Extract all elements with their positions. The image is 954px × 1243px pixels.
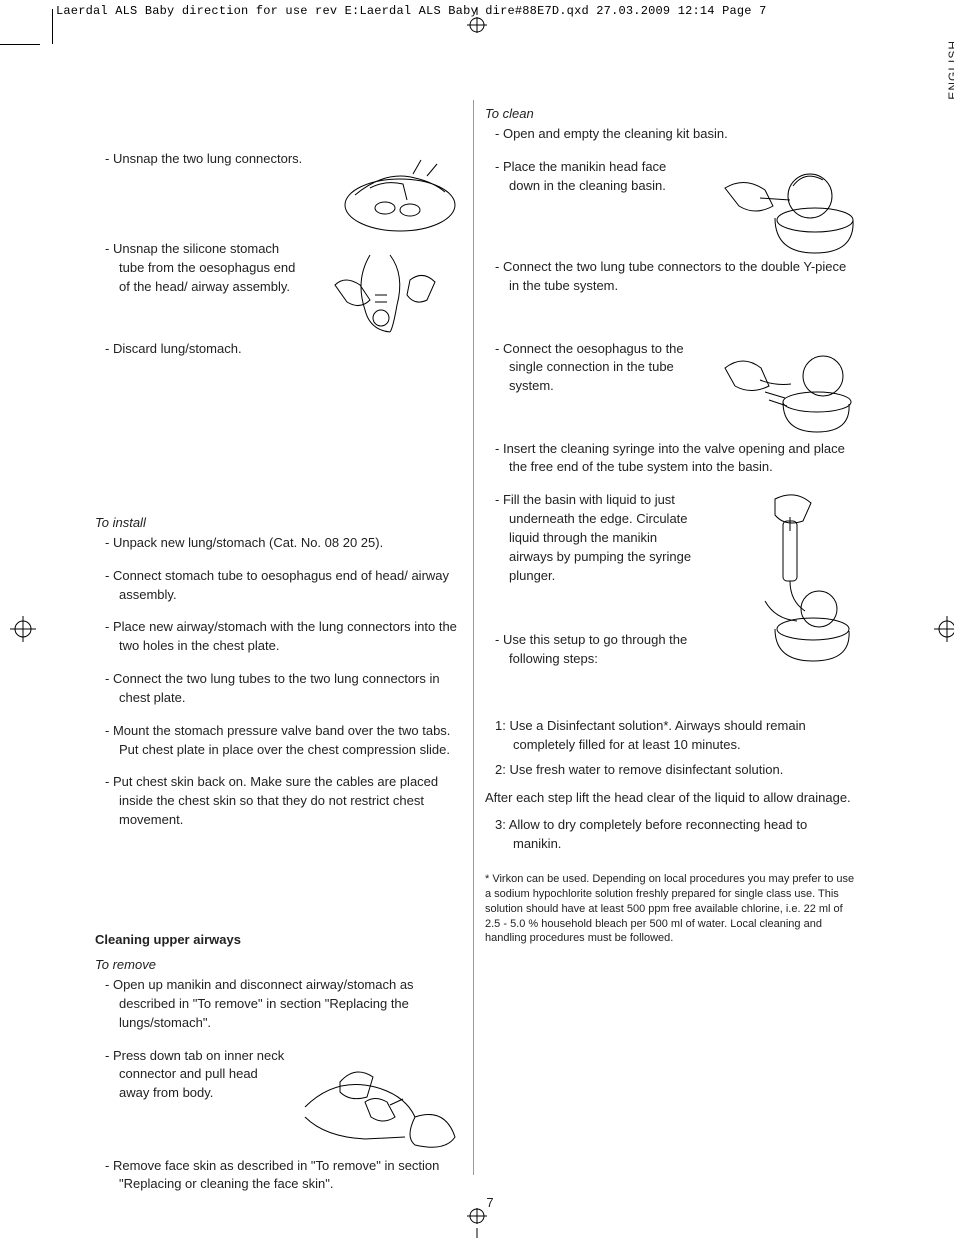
step-text: Connect the oesophagus to the single con… bbox=[485, 340, 697, 397]
left-column: Unsnap the two lung connectors. Unsnap t… bbox=[95, 100, 465, 1208]
step-text: Connect stomach tube to oesophagus end o… bbox=[95, 567, 465, 605]
column-divider bbox=[473, 100, 474, 1175]
section-heading-install: To install bbox=[95, 515, 465, 530]
illustration-unsnap-lung bbox=[315, 150, 465, 240]
step-text: Open and empty the cleaning kit basin. bbox=[485, 125, 855, 144]
numbered-steps-a: 1: Use a Disinfectant solution*. Airways… bbox=[485, 717, 855, 780]
right-column: To clean Open and empty the cleaning kit… bbox=[485, 100, 855, 946]
step-text: Press down tab on inner neck connector a… bbox=[95, 1047, 287, 1104]
step-text: Connect the two lung tubes to the two lu… bbox=[95, 670, 465, 708]
step-text: Unsnap the two lung connectors. bbox=[95, 150, 307, 169]
step-text: Fill the basin with liquid to just under… bbox=[485, 491, 697, 585]
page-number: 7 bbox=[95, 1195, 885, 1210]
step-text: Place the manikin head face down in the … bbox=[485, 158, 697, 196]
footnote-disinfectant: * Virkon can be used. Depending on local… bbox=[485, 872, 855, 946]
step-text: Open up manikin and disconnect airway/st… bbox=[95, 976, 465, 1033]
illustration-head-in-basin bbox=[705, 158, 855, 258]
illustration-remove-head bbox=[295, 1047, 465, 1157]
print-job-header: Laerdal ALS Baby direction for use rev E… bbox=[56, 4, 767, 18]
registration-mark-right bbox=[934, 616, 954, 647]
crop-mark-top bbox=[477, 17, 478, 47]
paragraph-drainage: After each step lift the head clear of t… bbox=[485, 789, 855, 808]
section-heading-cleaning: Cleaning upper airways bbox=[95, 932, 465, 947]
step-text: Unpack new lung/stomach (Cat. No. 08 20 … bbox=[95, 534, 465, 553]
illustration-unsnap-stomach-tube bbox=[315, 240, 465, 340]
step-text: Mount the stomach pressure valve band ov… bbox=[95, 722, 465, 760]
illustration-connect-oesophagus bbox=[705, 340, 855, 440]
numbered-step: 2: Use fresh water to remove disinfectan… bbox=[485, 761, 855, 780]
subheading-remove: To remove bbox=[95, 957, 465, 972]
subheading-clean: To clean bbox=[485, 106, 855, 121]
step-text: Remove face skin as described in "To rem… bbox=[95, 1157, 465, 1195]
page-content: Unsnap the two lung connectors. Unsnap t… bbox=[95, 100, 885, 1210]
step-text: Connect the two lung tube connectors to … bbox=[485, 258, 855, 296]
step-text: Discard lung/stomach. bbox=[95, 340, 465, 359]
step-text: Insert the cleaning syringe into the val… bbox=[485, 440, 855, 478]
step-text: Place new airway/stomach with the lung c… bbox=[95, 618, 465, 656]
step-text: Use this setup to go through the followi… bbox=[485, 631, 697, 669]
numbered-step: 3: Allow to dry completely before reconn… bbox=[485, 816, 855, 854]
numbered-step: 1: Use a Disinfectant solution*. Airways… bbox=[485, 717, 855, 755]
step-text: Put chest skin back on. Make sure the ca… bbox=[95, 773, 465, 830]
language-tab: ENGLISH bbox=[946, 40, 954, 100]
numbered-steps-b: 3: Allow to dry completely before reconn… bbox=[485, 816, 855, 854]
registration-mark-left bbox=[10, 616, 36, 647]
install-steps-list: Unpack new lung/stomach (Cat. No. 08 20 … bbox=[95, 534, 465, 830]
step-text: Unsnap the silicone stomach tube from th… bbox=[95, 240, 307, 297]
